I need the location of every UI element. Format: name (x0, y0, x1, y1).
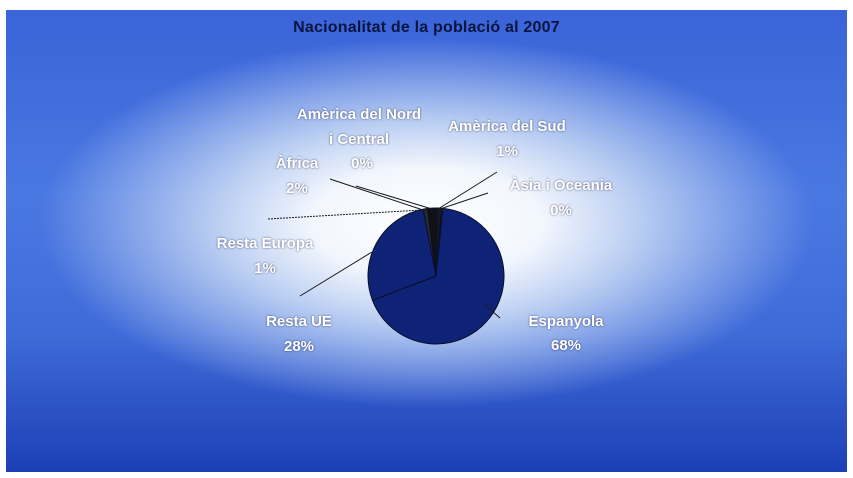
label-esp-name: Espanyola (528, 313, 604, 330)
leader-esp (484, 304, 501, 319)
leader-africa (329, 178, 427, 212)
label-espanyola: Espanyola 68% (528, 313, 604, 354)
label-sud-value: 1% (496, 143, 518, 160)
label-ue-value: 28% (284, 338, 314, 355)
leader-nord (355, 185, 433, 210)
label-africa-value: 2% (286, 180, 308, 197)
label-europa-name: Resta Europa (217, 235, 314, 252)
label-nord-value: 0% (351, 155, 373, 172)
label-america-nord: Amèrica del Nord i Central 0% (297, 106, 421, 172)
label-resta-ue: Resta UE 28% (266, 313, 332, 355)
leader-sud (437, 171, 498, 210)
label-nord-name-1: Amèrica del Nord (297, 106, 421, 123)
pie-slice-espanyola (371, 207, 505, 345)
leader-europa (267, 209, 423, 220)
pie-slice-america-del-nord-i-central (435, 207, 438, 277)
label-esp-value: 68% (551, 337, 581, 354)
chart-title: Nacionalitat de la població al 2007 (293, 19, 560, 36)
leader-ue (299, 251, 373, 297)
label-africa: Àfrica 2% (276, 155, 319, 197)
pie-slice-resta-ue (367, 208, 437, 301)
label-asia: Àsia i Oceania 0% (510, 177, 613, 219)
label-resta-europa: Resta Europa 1% (217, 235, 314, 277)
label-america-sud: Amèrica del Sud 1% (448, 118, 566, 160)
label-europa-value: 1% (254, 260, 276, 277)
pie-slices (367, 207, 505, 345)
label-asia-name: Àsia i Oceania (510, 177, 613, 194)
label-ue-name: Resta UE (266, 313, 332, 330)
leader-lines (267, 171, 501, 319)
leader-asia (439, 192, 489, 210)
label-nord-name-2: i Central (329, 131, 389, 148)
label-africa-name: Àfrica (276, 155, 319, 172)
label-asia-value: 0% (550, 202, 572, 219)
label-sud-name: Amèrica del Sud (448, 118, 566, 135)
